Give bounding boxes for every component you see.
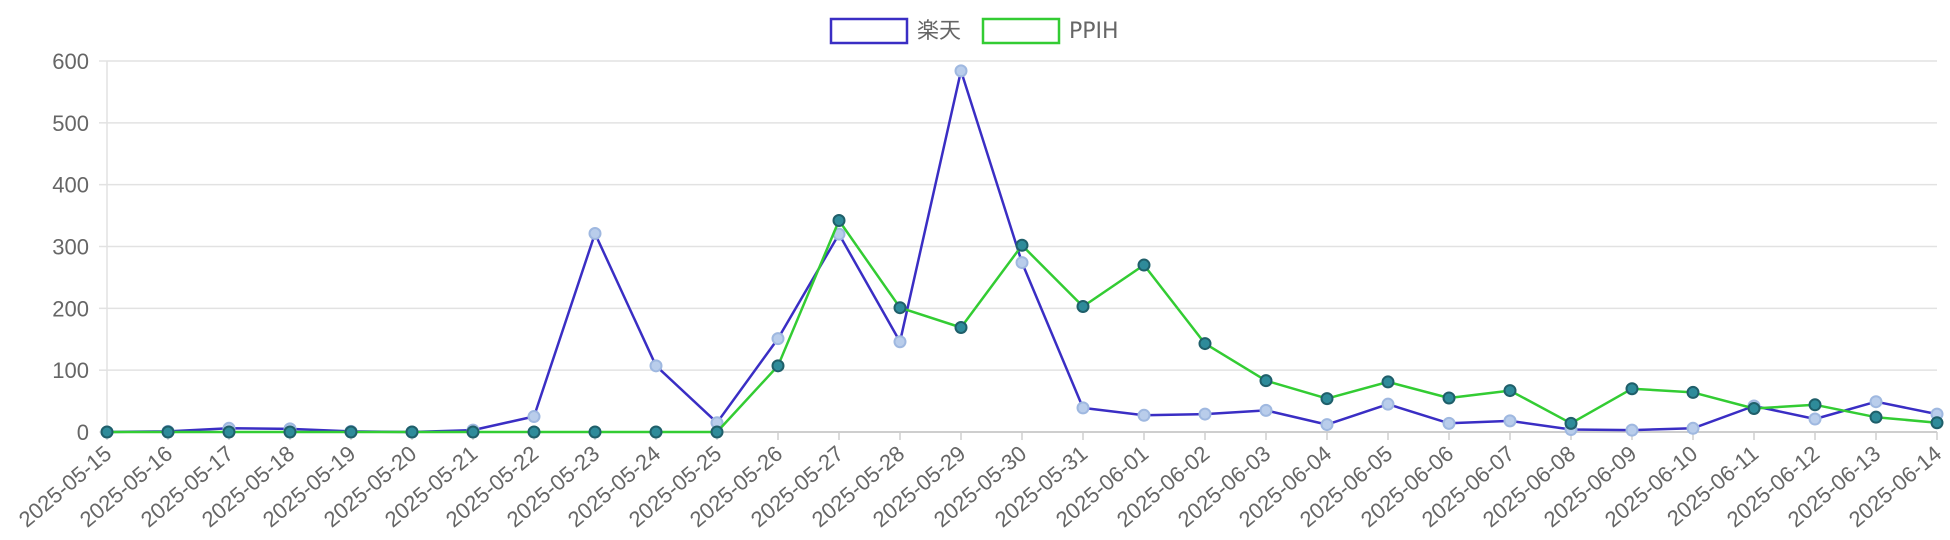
data-point[interactable] (1442, 416, 1456, 430)
data-point[interactable] (893, 335, 907, 349)
data-point[interactable] (710, 425, 724, 439)
y-tick-label: 300 (52, 235, 89, 260)
y-tick-label: 0 (77, 420, 89, 445)
data-point[interactable] (893, 301, 907, 315)
data-point[interactable] (1564, 416, 1578, 430)
series-line (107, 219, 1938, 434)
data-point[interactable] (771, 359, 785, 373)
data-point[interactable] (1198, 407, 1212, 421)
series-area (100, 64, 1944, 439)
legend-item[interactable]: PPIH (981, 17, 1119, 45)
data-point[interactable] (1015, 238, 1029, 252)
grid (107, 60, 1937, 433)
data-point[interactable] (832, 214, 846, 228)
data-point[interactable] (1320, 418, 1334, 432)
data-point[interactable] (771, 332, 785, 346)
data-point[interactable] (1320, 392, 1334, 406)
data-point[interactable] (1442, 391, 1456, 405)
data-point[interactable] (1808, 412, 1822, 426)
y-tick-label: 400 (52, 173, 89, 198)
y-tick-label: 600 (52, 49, 89, 74)
legend-swatch (981, 17, 1061, 45)
data-point[interactable] (1503, 414, 1517, 428)
data-point[interactable] (283, 425, 297, 439)
data-point[interactable] (1076, 299, 1090, 313)
data-point[interactable] (527, 410, 541, 424)
data-point[interactable] (954, 321, 968, 335)
data-point[interactable] (588, 425, 602, 439)
data-point[interactable] (161, 425, 175, 439)
data-point[interactable] (1137, 408, 1151, 422)
y-tick-label: 200 (52, 296, 89, 321)
data-point[interactable] (588, 227, 602, 241)
data-point[interactable] (1503, 384, 1517, 398)
data-point[interactable] (954, 64, 968, 78)
data-point[interactable] (466, 425, 480, 439)
data-point[interactable] (1137, 258, 1151, 272)
legend-item[interactable]: 楽天 (829, 17, 961, 45)
data-point[interactable] (1015, 256, 1029, 270)
data-point[interactable] (1259, 374, 1273, 388)
data-point[interactable] (405, 425, 419, 439)
data-point[interactable] (649, 359, 663, 373)
data-point[interactable] (1076, 401, 1090, 415)
series-1 (100, 214, 1944, 439)
data-point[interactable] (1381, 375, 1395, 389)
data-point[interactable] (1381, 397, 1395, 411)
data-point[interactable] (649, 425, 663, 439)
y-tick-label: 100 (52, 358, 89, 383)
legend-label: PPIH (1069, 19, 1119, 44)
data-point[interactable] (100, 425, 114, 439)
legend-swatch (829, 17, 909, 45)
data-point[interactable] (344, 425, 358, 439)
legend: 楽天 PPIH (829, 17, 1119, 45)
legend-label: 楽天 (917, 19, 961, 44)
data-point[interactable] (1747, 402, 1761, 416)
data-point[interactable] (1625, 423, 1639, 437)
data-point[interactable] (1625, 382, 1639, 396)
axes: 01002003004005006002025-05-152025-05-162… (14, 49, 1946, 532)
data-point[interactable] (1869, 395, 1883, 409)
data-point[interactable] (1686, 385, 1700, 399)
data-point[interactable] (1686, 421, 1700, 435)
y-tick-label: 500 (52, 111, 89, 136)
data-point[interactable] (1930, 416, 1944, 430)
data-point[interactable] (1808, 398, 1822, 412)
data-point[interactable] (1198, 337, 1212, 351)
data-point[interactable] (222, 425, 236, 439)
data-point[interactable] (1869, 410, 1883, 424)
data-point[interactable] (527, 425, 541, 439)
data-point[interactable] (1259, 403, 1273, 417)
